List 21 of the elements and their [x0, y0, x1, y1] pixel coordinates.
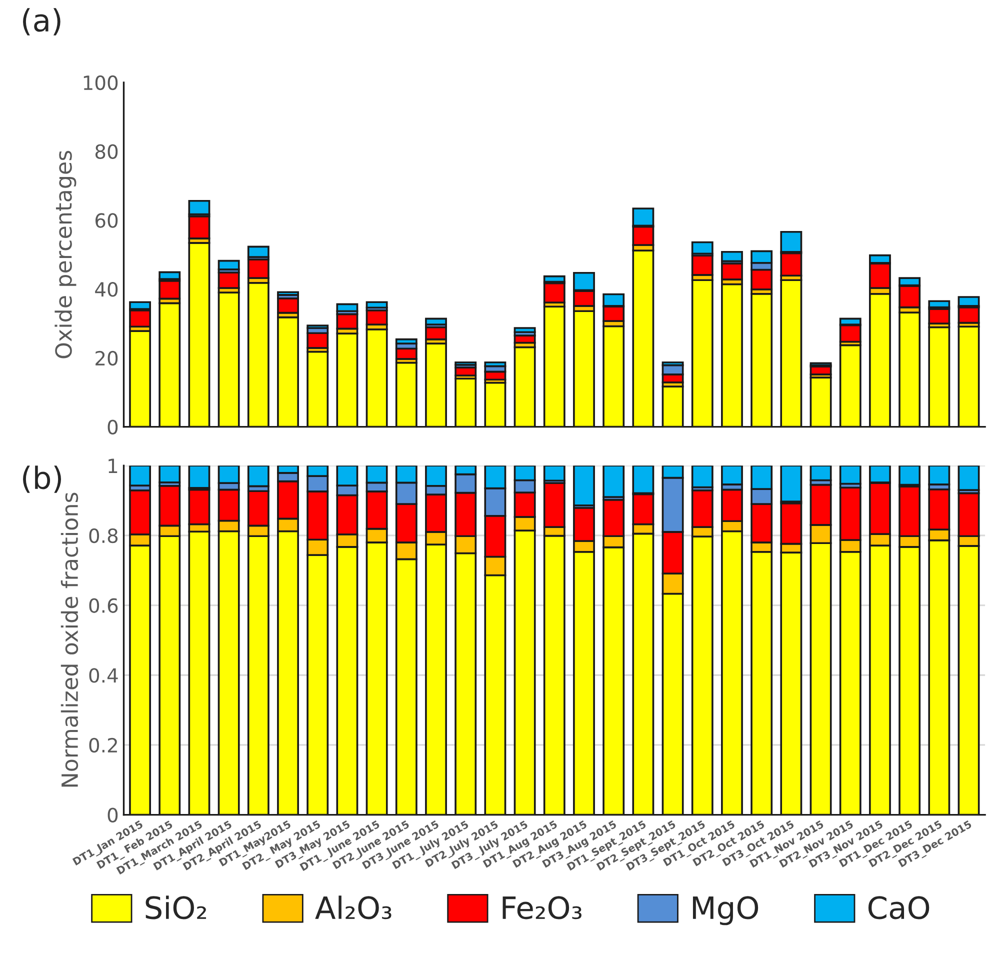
- y-tick-label: 40: [95, 282, 118, 297]
- legend-label: Fe₂O₃: [502, 896, 582, 920]
- legend-label: Al₂O₃: [315, 896, 392, 920]
- chart-title: (a): [23, 8, 60, 36]
- y-tick-label: 60: [96, 213, 118, 228]
- y-tick-label: 0.6: [89, 598, 118, 613]
- legend-label: MgO: [692, 896, 758, 926]
- y-axis-title: Oxide percentages: [54, 150, 76, 358]
- y-tick-label: 0.2: [89, 738, 117, 753]
- chart-title: (b): [23, 466, 62, 493]
- y-tick-label: 0: [108, 808, 118, 822]
- y-tick-label: 20: [96, 350, 118, 366]
- legend-label: SiO₂: [146, 896, 206, 920]
- y-tick-label: 100: [84, 75, 118, 90]
- y-tick-label: 0.4: [89, 668, 118, 683]
- y-tick-label: 80: [95, 144, 118, 159]
- y-tick-label: 0: [108, 420, 118, 434]
- legend-label: CaO: [868, 896, 930, 920]
- y-tick-label: 1: [108, 458, 118, 473]
- y-tick-label: 0.8: [89, 528, 118, 544]
- y-axis-title: Normalized oxide fractions: [60, 492, 78, 787]
